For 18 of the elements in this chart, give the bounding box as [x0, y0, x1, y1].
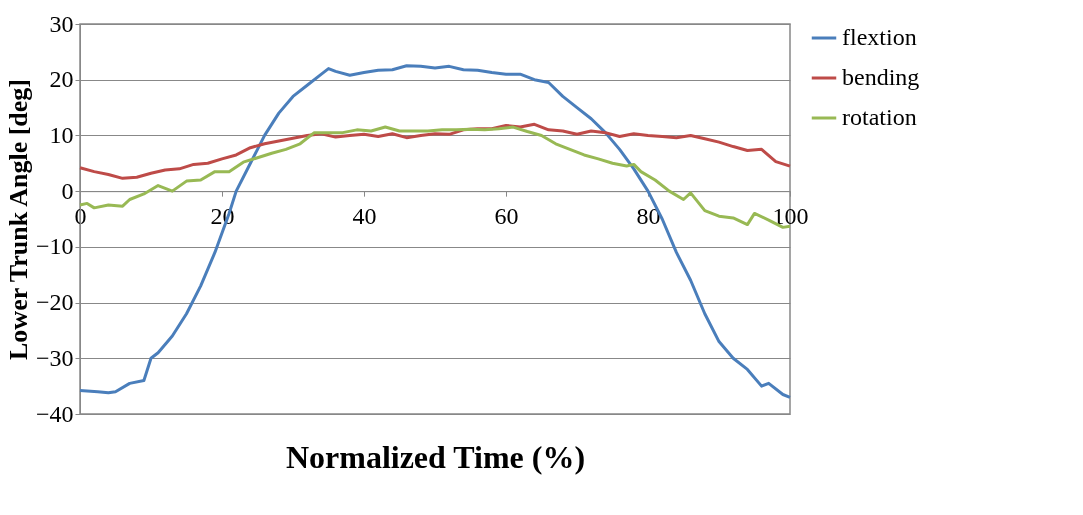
x-tick-label: 100 — [772, 202, 809, 229]
legend-label: bending — [842, 64, 920, 90]
y-tick-label: 20 — [49, 66, 74, 93]
x-tick-label: 40 — [352, 202, 377, 229]
y-tick-label: −40 — [35, 400, 74, 427]
x-axis-title: Normalized Time (%) — [285, 438, 586, 475]
x-tick-label: 60 — [494, 202, 519, 229]
y-tick-label: −30 — [35, 344, 74, 371]
y-tick-label: 0 — [61, 177, 74, 204]
x-tick-label: 80 — [636, 202, 661, 229]
y-tick-label: −20 — [35, 289, 74, 316]
legend-label: rotation — [842, 104, 917, 130]
y-tick-label: −10 — [35, 233, 74, 260]
line-series — [78, 122, 792, 180]
y-tick-label: 30 — [49, 10, 74, 37]
legend-label: flextion — [842, 24, 917, 50]
y-axis-title: Lower Trunk Angle [deg] — [3, 79, 33, 360]
y-tick-label: 10 — [49, 121, 74, 148]
